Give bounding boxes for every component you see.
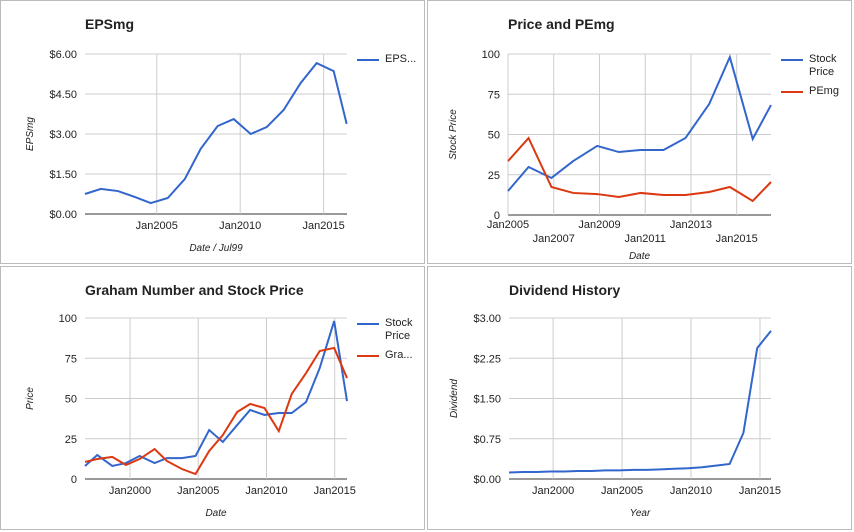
series-line: [507, 136, 772, 203]
x-axis-title: Date: [205, 508, 227, 519]
y-tick-label: 100: [482, 49, 500, 61]
y-axis-title: Dividend: [449, 379, 460, 418]
series-line: [508, 330, 772, 474]
series-line: [84, 346, 348, 476]
series-line: [507, 54, 772, 192]
chart-panel: Price and PEmg 0 25 50 75 100 Jan2005 Jan2007 Ja…: [427, 0, 852, 264]
y-tick-label: 50: [488, 130, 500, 142]
y-axis-title: Price: [25, 387, 36, 410]
x-tick-label: Jan2015: [739, 485, 781, 497]
x-tick-label: Jan2000: [109, 485, 151, 497]
legend-item: PEmg: [781, 85, 854, 98]
chart-title: Price and PEmg: [508, 16, 615, 32]
x-tick-label: Jan2013: [670, 219, 712, 231]
chart-panel: Graham Number and Stock Price 0 25 50 75 100 J…: [0, 266, 425, 530]
y-tick-label: $6.00: [49, 49, 77, 61]
chart-title: Graham Number and Stock Price: [85, 282, 304, 298]
y-axis-title: EPSmg: [25, 117, 36, 151]
x-tick-label: Jan2000: [532, 485, 574, 497]
x-tick-label: Jan2011: [625, 233, 666, 245]
y-tick-label: $3.00: [49, 129, 77, 141]
legend-swatch: [357, 355, 379, 357]
y-tick-label: $1.50: [473, 394, 501, 406]
x-tick-label: Jan2015: [303, 220, 345, 232]
chart: Dividend History $0.00 $0.75 $1.50 $2.25 $3.0…: [449, 282, 781, 519]
chart: Price and PEmg0255075100Jan2005Jan2007Ja…: [448, 16, 772, 262]
legend-label: Stock Price: [385, 317, 413, 342]
y-tick-label: $0.00: [473, 474, 501, 486]
legend-label: Stock Price: [809, 53, 837, 78]
chart-title: Dividend History: [509, 282, 620, 298]
x-tick-label: Jan2010: [245, 485, 287, 497]
x-tick-label: Jan2015: [314, 485, 356, 497]
y-tick-label: $2.25: [473, 353, 501, 365]
y-tick-label: $3.00: [473, 313, 501, 325]
legend-swatch: [781, 91, 803, 93]
series-line: [84, 61, 348, 205]
legend-item: Gra...: [357, 349, 430, 362]
chart-panel: Dividend History $0.00 $0.75 $1.50 $2.25 $3.0…: [427, 266, 852, 530]
y-tick-label: 25: [488, 170, 500, 182]
y-tick-label: 75: [488, 89, 500, 101]
y-tick-label: 75: [65, 353, 77, 365]
legend-label: PEmg: [809, 85, 839, 97]
x-tick-label: Jan2010: [670, 485, 712, 497]
legend-item: EPS...: [357, 53, 430, 66]
legend-item: Stock Price: [781, 53, 854, 79]
legend-label: EPS...: [385, 53, 417, 65]
x-axis-title: Date / Jul99: [189, 243, 243, 254]
legend-swatch: [357, 59, 379, 61]
x-tick-label: Jan2010: [219, 220, 261, 232]
chart: Graham Number and Stock Price 0 25 50 75 100 J…: [25, 282, 356, 519]
chart-title: EPSmg: [85, 16, 134, 32]
x-axis-title: Date: [629, 251, 651, 262]
y-tick-label: $0.75: [473, 434, 501, 446]
x-axis-title: Year: [630, 508, 651, 519]
legend-item: Stock Price: [357, 317, 430, 343]
legend-label: Gra...: [385, 349, 413, 361]
legend: Stock Price Gra...: [357, 317, 430, 368]
x-tick-label: Jan2009: [578, 219, 620, 231]
legend-swatch: [781, 59, 803, 61]
y-tick-label: $1.50: [49, 169, 77, 181]
y-tick-label: $0.00: [49, 209, 77, 221]
y-tick-label: 100: [59, 313, 77, 325]
x-tick-label: Jan2005: [601, 485, 643, 497]
x-tick-label: Jan2005: [136, 220, 178, 232]
y-axis-title: Stock Price: [448, 109, 459, 160]
legend: EPS...: [357, 53, 430, 72]
x-tick-label: Jan2015: [716, 233, 758, 245]
y-tick-label: 0: [494, 210, 500, 222]
series-line: [84, 320, 348, 468]
x-tick-label: Jan2005: [177, 485, 219, 497]
y-tick-label: 50: [65, 394, 77, 406]
legend: Stock Price PEmg: [781, 53, 854, 104]
y-tick-label: 25: [65, 434, 77, 446]
legend-swatch: [357, 323, 379, 325]
y-tick-label: $4.50: [49, 89, 77, 101]
chart: EPSmg $0.00 $1.50 $3.00 $4.50 $6.00 Jan2005 Jan…: [25, 16, 348, 254]
x-tick-label: Jan2005: [487, 219, 529, 231]
chart-panel: EPSmg $0.00 $1.50 $3.00 $4.50 $6.00 Jan2005 Jan…: [0, 0, 425, 264]
y-tick-label: 0: [71, 474, 77, 486]
x-tick-label: Jan2007: [533, 233, 575, 245]
